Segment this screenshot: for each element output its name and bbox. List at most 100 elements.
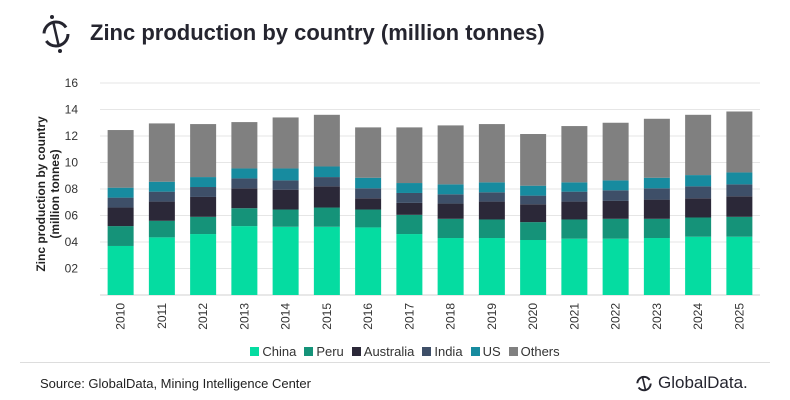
- bar-segment-china-2020: [520, 240, 547, 295]
- bar-segment-others-2024: [685, 114, 712, 176]
- legend-swatch: [470, 347, 480, 356]
- bar-segment-us-2012: [190, 177, 217, 188]
- bar-segment-india-2010: [107, 197, 134, 208]
- legend-item-australia: Australia: [351, 344, 414, 359]
- bar-segment-us-2022: [602, 180, 629, 191]
- bar-segment-china-2021: [561, 238, 588, 295]
- legend-item-china: China: [250, 344, 296, 359]
- y-tick-label: 14: [65, 103, 79, 117]
- x-tick-label: 2025: [732, 303, 746, 330]
- globaldata-logo-icon: [42, 15, 70, 53]
- bar-segment-peru-2019: [478, 219, 505, 239]
- bar-segment-australia-2016: [355, 198, 382, 210]
- bar-segment-india-2019: [478, 192, 505, 202]
- x-tick-label: 2013: [237, 303, 251, 330]
- x-tick-label: 2021: [567, 303, 581, 330]
- bar-segment-china-2025: [726, 236, 753, 295]
- legend-label: Others: [520, 344, 560, 359]
- legend-item-india: India: [422, 344, 463, 359]
- bar-segment-china-2016: [355, 227, 382, 295]
- bar-segment-others-2013: [231, 122, 258, 169]
- bar-segment-australia-2022: [602, 200, 629, 219]
- bar-segment-us-2016: [355, 177, 382, 189]
- legend-label: China: [262, 344, 297, 359]
- brand-name: GlobalData.: [658, 373, 748, 392]
- bar-segment-china-2018: [437, 238, 464, 295]
- bar-segment-others-2012: [190, 124, 217, 178]
- y-tick-label: 02: [65, 262, 79, 276]
- x-tick-label: 2012: [196, 303, 210, 330]
- bar-segment-peru-2022: [602, 218, 629, 239]
- bar-segment-us-2015: [313, 166, 340, 178]
- bar-segment-us-2017: [396, 183, 423, 193]
- bar-segment-india-2022: [602, 190, 629, 201]
- bar-segment-peru-2024: [685, 217, 712, 237]
- bar-segment-others-2018: [437, 125, 464, 185]
- bar-segment-others-2019: [478, 124, 505, 183]
- legend-label: Peru: [316, 344, 344, 359]
- bar-segment-australia-2014: [272, 189, 299, 210]
- bar-segment-australia-2017: [396, 202, 423, 215]
- bar-segment-india-2024: [685, 186, 712, 199]
- bar-segment-china-2022: [602, 238, 629, 295]
- legend-swatch: [250, 347, 260, 356]
- bar-segment-australia-2015: [313, 186, 340, 208]
- bar-segment-peru-2023: [643, 218, 670, 239]
- bar-segment-australia-2012: [190, 196, 217, 217]
- bar-segment-china-2011: [148, 237, 175, 295]
- bar-segment-india-2020: [520, 195, 547, 205]
- plot-area: 02 04 06 08 10 12 14 16 2010 2011 2012 2013 2014 2015…: [65, 76, 760, 330]
- x-tick-label: 2017: [402, 303, 416, 330]
- bar-segment-india-2018: [437, 194, 464, 204]
- bar-segment-us-2013: [231, 168, 258, 179]
- legend-swatch: [508, 347, 518, 356]
- bar-segment-china-2024: [685, 236, 712, 295]
- bar-segment-australia-2011: [148, 201, 175, 221]
- bar-segment-us-2019: [478, 182, 505, 193]
- bar-segment-australia-2025: [726, 196, 753, 217]
- bar-segment-india-2016: [355, 188, 382, 199]
- bar-segment-australia-2020: [520, 204, 547, 223]
- bar-segment-peru-2014: [272, 209, 299, 227]
- bar-segment-others-2016: [355, 127, 382, 178]
- x-tick-label: 2022: [609, 303, 623, 330]
- bar-segment-india-2014: [272, 180, 299, 190]
- x-tick-label: 2014: [279, 303, 293, 330]
- bar-segment-india-2013: [231, 178, 258, 189]
- bar-segment-others-2022: [602, 122, 629, 181]
- bar-segment-peru-2017: [396, 214, 423, 235]
- bar-segment-others-2020: [520, 134, 547, 186]
- bar-segment-australia-2021: [561, 201, 588, 220]
- bar-segment-china-2012: [190, 234, 217, 295]
- y-axis-label: Zinc production by country (million tonn…: [34, 116, 62, 272]
- bar-segment-australia-2013: [231, 188, 258, 209]
- bar-segment-china-2019: [478, 238, 505, 295]
- divider: [20, 362, 770, 363]
- bar-segment-india-2025: [726, 184, 753, 197]
- x-tick-label: 2016: [361, 303, 375, 330]
- source-note: Source: GlobalData, Mining Intelligence …: [40, 376, 311, 391]
- bar-segment-india-2017: [396, 192, 423, 203]
- bar-segment-china-2023: [643, 238, 670, 295]
- bar-segment-china-2013: [231, 226, 258, 295]
- bar-segment-peru-2012: [190, 216, 217, 235]
- bar-segment-peru-2025: [726, 216, 753, 237]
- bar-segment-us-2021: [561, 182, 588, 192]
- bar-segment-peru-2011: [148, 220, 175, 238]
- legend-swatch: [304, 347, 314, 356]
- bar-segment-others-2025: [726, 111, 753, 173]
- y-tick-label: 12: [65, 129, 79, 143]
- bar-segment-india-2023: [643, 188, 670, 200]
- bar-segment-india-2012: [190, 187, 217, 197]
- bar-segment-us-2025: [726, 172, 753, 185]
- y-tick-label: 08: [65, 182, 79, 196]
- bar-segment-us-2010: [107, 187, 134, 198]
- legend-item-others: Others: [508, 344, 560, 359]
- x-tick-label: 2011: [155, 303, 169, 329]
- y-tick-label: 10: [65, 156, 79, 170]
- legend-label: US: [482, 344, 501, 359]
- x-tick-label: 2018: [444, 303, 458, 330]
- bar-segment-australia-2023: [643, 199, 670, 219]
- bar-segment-us-2020: [520, 185, 547, 196]
- y-tick-label: 04: [65, 235, 79, 249]
